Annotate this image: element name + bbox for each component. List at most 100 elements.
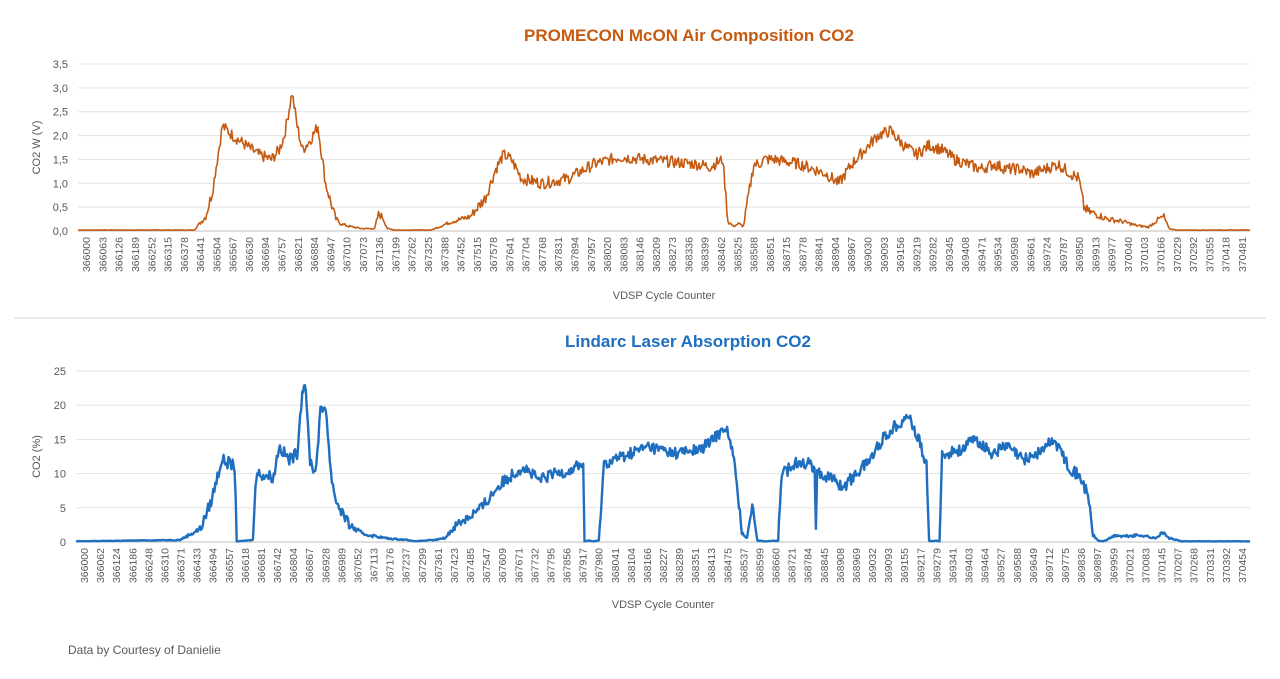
x-tick-label: 366433	[192, 548, 204, 583]
x-tick-label: 366126	[114, 237, 126, 272]
x-tick-label: 369712	[1044, 548, 1056, 583]
x-tick-label: 369850	[1074, 237, 1086, 272]
x-tick-label: 368083	[618, 237, 630, 272]
x-tick-label: 369217	[915, 548, 927, 583]
x-tick-label: 366694	[260, 237, 272, 272]
y-tick-label: 0	[60, 537, 66, 549]
x-tick-label: 367831	[553, 237, 565, 272]
x-tick-label: 368660	[771, 548, 783, 583]
x-tick-label: 370331	[1205, 548, 1217, 583]
x-tick-label: 366310	[159, 548, 171, 583]
x-tick-label: 370292	[1188, 237, 1200, 272]
x-tick-label: 366000	[81, 237, 93, 272]
x-tick-label: 366989	[336, 548, 348, 583]
x-tick-label: 367671	[513, 548, 525, 583]
y-tick-label: 15	[54, 434, 66, 446]
x-tick-label: 370418	[1221, 237, 1233, 272]
x-tick-label: 369588	[1012, 548, 1024, 583]
x-tick-label: 369279	[931, 548, 943, 583]
x-tick-label: 369156	[895, 237, 907, 272]
x-tick-label: 367361	[433, 548, 445, 583]
x-tick-label: 369913	[1090, 237, 1102, 272]
x-tick-label: 366742	[272, 548, 284, 583]
x-tick-label: 368841	[814, 237, 826, 272]
x-tick-label: 367423	[449, 548, 461, 583]
x-tick-label: 369032	[867, 548, 879, 583]
x-tick-label: 366124	[111, 548, 123, 583]
x-tick-label: 368715	[781, 237, 793, 272]
y-tick-label: 5	[60, 503, 66, 515]
x-tick-label: 369219	[911, 237, 923, 272]
x-tick-label: 369341	[947, 548, 959, 583]
x-tick-label: 369775	[1060, 548, 1072, 583]
x-tick-label: 368166	[642, 548, 654, 583]
x-tick-label: 367073	[358, 237, 370, 272]
x-tick-label: 366928	[320, 548, 332, 583]
x-tick-label: 369527	[996, 548, 1008, 583]
x-tick-label: 370040	[1123, 237, 1135, 272]
x-tick-label: 368904	[830, 237, 842, 272]
x-tick-label: 368721	[787, 548, 799, 583]
x-tick-label: 366062	[95, 548, 107, 583]
y-tick-label: 0,5	[53, 202, 68, 214]
x-tick-label: 366947	[325, 237, 337, 272]
x-tick-label: 366000	[79, 548, 91, 583]
y-tick-label: 10	[54, 469, 66, 481]
x-tick-label: 366252	[146, 237, 158, 272]
x-tick-label: 369471	[976, 237, 988, 272]
x-tick-label: 367237	[401, 548, 413, 583]
x-axis-label: VDSP Cycle Counter	[612, 599, 715, 611]
x-tick-label: 369408	[960, 237, 972, 272]
x-tick-label: 366063	[97, 237, 109, 272]
x-tick-label: 370229	[1172, 237, 1184, 272]
x-tick-label: 370355	[1204, 237, 1216, 272]
x-tick-label: 366630	[244, 237, 256, 272]
y-tick-label: 0,0	[53, 226, 68, 238]
x-tick-label: 367768	[537, 237, 549, 272]
x-tick-label: 367010	[342, 237, 354, 272]
x-tick-label: 367856	[562, 548, 574, 583]
x-tick-label: 367325	[423, 237, 435, 272]
x-tick-label: 367052	[352, 548, 364, 583]
x-tick-label: 369030	[862, 237, 874, 272]
x-tick-label: 369093	[883, 548, 895, 583]
x-tick-label: 367917	[578, 548, 590, 583]
x-tick-label: 367299	[417, 548, 429, 583]
x-tick-label: 367262	[407, 237, 419, 272]
x-tick-label: 367578	[488, 237, 500, 272]
x-tick-label: 368588	[749, 237, 761, 272]
x-tick-label: 368413	[706, 548, 718, 583]
x-tick-label: 369534	[993, 237, 1005, 272]
x-tick-label: 369282	[928, 237, 940, 272]
x-tick-label: 366248	[143, 548, 155, 583]
x-tick-label: 367980	[594, 548, 606, 583]
co2-percent-chart: Lindarc Laser Absorption CO2 0 5 10 15 20 25 CO…	[31, 332, 1251, 611]
y-tick-label: 3,5	[53, 59, 68, 71]
x-tick-label: 366804	[288, 548, 300, 583]
x-tick-label: 370454	[1237, 548, 1249, 583]
x-tick-label: 368227	[658, 548, 670, 583]
x-tick-label: 367641	[504, 237, 516, 272]
x-tick-label: 369661	[1025, 237, 1037, 272]
y-axis-label: CO2 W (V)	[31, 121, 43, 175]
co2-voltage-chart: PROMECON McON Air Composition CO2 0,0 0,5 1…	[31, 26, 1251, 302]
x-tick-label: 369787	[1058, 237, 1070, 272]
x-tick-label: 366821	[293, 237, 305, 272]
x-tick-label: 367485	[465, 548, 477, 583]
x-tick-label: 367704	[521, 237, 533, 272]
x-tick-label: 368778	[797, 237, 809, 272]
x-tick-label: 366494	[208, 548, 220, 583]
x-tick-label: 366557	[224, 548, 236, 583]
x-tick-label: 369977	[1107, 237, 1119, 272]
x-tick-label: 368289	[674, 548, 686, 583]
x-tick-label: 370392	[1221, 548, 1233, 583]
x-tick-label: 368525	[732, 237, 744, 272]
x-tick-label: 368020	[602, 237, 614, 272]
x-tick-label: 367732	[529, 548, 541, 583]
x-tick-label: 367547	[481, 548, 493, 583]
x-tick-label: 367199	[390, 237, 402, 272]
x-tick-label: 367452	[456, 237, 468, 272]
x-tick-label: 368599	[754, 548, 766, 583]
x-tick-label: 369959	[1108, 548, 1120, 583]
